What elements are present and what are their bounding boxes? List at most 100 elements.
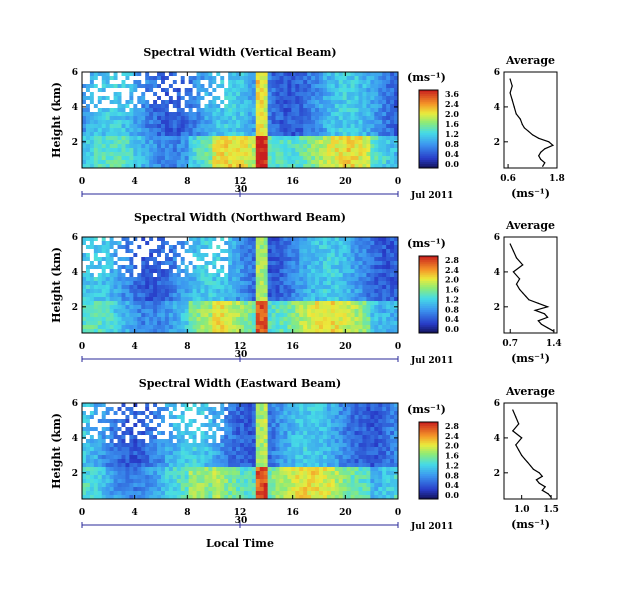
heatmap-cell — [164, 269, 170, 274]
heatmap-cell — [303, 108, 308, 113]
heatmap-cell — [149, 289, 154, 294]
heatmap-cell — [133, 164, 138, 169]
heatmap-cell — [85, 100, 91, 105]
heatmap-cell — [232, 144, 237, 149]
heatmap-cell — [141, 419, 146, 424]
heatmap-cell — [129, 277, 134, 282]
heatmap-cell — [382, 309, 387, 314]
heatmap-cell — [299, 92, 304, 97]
heatmap-cell — [192, 277, 197, 282]
heatmap-cell — [334, 84, 340, 89]
heatmap-cell — [176, 76, 182, 81]
heatmap-cell — [354, 160, 359, 165]
heatmap-cell — [97, 443, 103, 448]
heatmap-cell — [89, 88, 95, 93]
heatmap-cell — [109, 281, 114, 286]
heatmap-cell — [105, 156, 111, 161]
heatmap-cell — [311, 132, 316, 137]
heatmap-cell — [319, 285, 324, 290]
heatmap-cell — [330, 281, 336, 286]
heatmap-cell — [315, 116, 320, 121]
heatmap-cell — [307, 88, 312, 93]
heatmap-cell — [129, 132, 134, 137]
heatmap-cell — [82, 427, 87, 432]
heatmap-cell — [161, 152, 166, 157]
heatmap-cell — [109, 249, 114, 254]
heatmap-cell — [93, 156, 99, 161]
heatmap-cell — [168, 80, 174, 85]
heatmap-cell — [216, 152, 221, 157]
heatmap-cell — [121, 301, 126, 306]
heatmap-cell — [291, 297, 296, 302]
heatmap-cell — [180, 164, 186, 169]
heatmap-cell — [208, 104, 213, 109]
heatmap-cell — [113, 120, 118, 125]
colorbar-segment — [419, 294, 438, 297]
heatmap-cell — [121, 475, 126, 480]
heatmap-cell — [113, 132, 118, 137]
heatmap-cell — [180, 329, 186, 334]
heatmap-cell — [263, 100, 269, 105]
heatmap-cell — [204, 269, 209, 274]
heatmap-cell — [307, 136, 312, 141]
heatmap-cell — [255, 273, 261, 278]
heatmap-cell — [354, 156, 359, 161]
heatmap-cell — [382, 293, 387, 298]
heatmap-cell — [85, 463, 91, 468]
heatmap-cell — [334, 164, 340, 169]
heatmap-cell — [291, 329, 296, 334]
heatmap-cell — [362, 72, 367, 77]
heatmap-cell — [212, 467, 217, 472]
heatmap-cell — [342, 305, 348, 310]
heatmap-cell — [200, 277, 205, 282]
heatmap-cell — [172, 160, 178, 165]
heatmap-cell — [97, 467, 103, 472]
colorbar-segment — [419, 113, 438, 116]
heatmap-cell — [101, 463, 107, 468]
heatmap-cell — [93, 273, 99, 278]
heatmap-cell — [259, 249, 265, 254]
heatmap-cell — [153, 495, 158, 500]
heatmap-cell — [354, 128, 359, 133]
heatmap-cell — [129, 479, 134, 484]
profile-x-label: (ms⁻¹) — [511, 352, 550, 365]
heatmap-cell — [243, 277, 249, 282]
heatmap-cell — [133, 144, 138, 149]
heatmap-cell — [216, 245, 221, 250]
heatmap-cell — [338, 289, 344, 294]
heatmap-cell — [283, 261, 288, 266]
heatmap-cell — [82, 253, 87, 258]
heatmap-cell — [243, 128, 249, 133]
heatmap-cell — [137, 148, 142, 153]
heatmap-cell — [196, 407, 201, 412]
heatmap-cell — [295, 136, 300, 141]
heatmap-cell — [366, 128, 371, 133]
heatmap-cell — [307, 257, 312, 262]
heatmap-cell — [117, 439, 122, 444]
heatmap-cell — [82, 92, 87, 97]
heatmap-cell — [279, 241, 284, 246]
heatmap-cell — [204, 160, 209, 165]
heatmap-cell — [85, 104, 91, 109]
heatmap-cell — [346, 120, 351, 125]
heatmap-cell — [145, 313, 150, 318]
heatmap-cell — [117, 479, 122, 484]
heatmap-cell — [157, 104, 162, 109]
heatmap-cell — [176, 451, 182, 456]
heatmap-cell — [109, 411, 114, 416]
heatmap-cell — [192, 329, 197, 334]
heatmap-cell — [220, 128, 225, 133]
heatmap-cell — [350, 293, 355, 298]
heatmap-cell — [109, 471, 114, 476]
heatmap-cell — [228, 100, 233, 105]
heatmap-cell — [153, 156, 158, 161]
heatmap-cell — [121, 92, 126, 97]
heatmap-cell — [176, 164, 182, 169]
heatmap-cell — [101, 407, 107, 412]
heatmap-cell — [153, 76, 158, 81]
heatmap-cell — [362, 241, 367, 246]
heatmap-cell — [105, 443, 111, 448]
heatmap-cell — [176, 281, 182, 286]
heatmap-cell — [338, 301, 344, 306]
heatmap-cell — [164, 447, 170, 452]
